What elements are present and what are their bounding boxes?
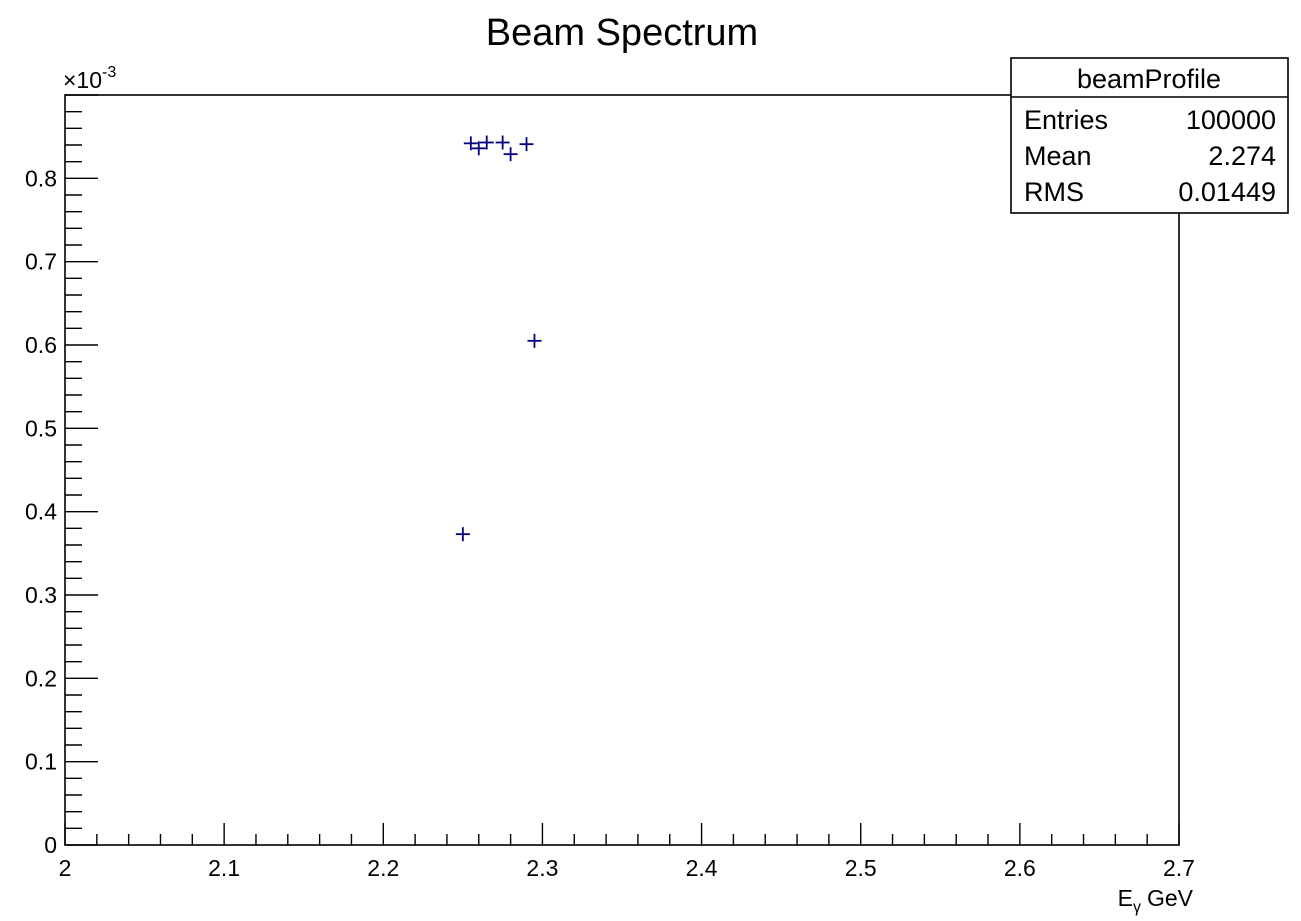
x-axis-label-subscript: γ — [1133, 899, 1141, 916]
data-point — [527, 333, 542, 348]
x-tick-label: 2.3 — [526, 855, 558, 881]
y-exponent-base: ×10 — [63, 67, 102, 93]
y-tick-label: 0.4 — [25, 499, 57, 525]
stats-entries-value: 100000 — [1186, 105, 1276, 135]
data-point — [479, 135, 494, 150]
data-point — [495, 135, 510, 150]
data-point — [455, 527, 470, 542]
x-tick-label: 2.2 — [367, 855, 399, 881]
y-exponent-power: -3 — [102, 64, 116, 81]
stats-rms-label: RMS — [1024, 177, 1084, 207]
y-tick-label: 0.2 — [25, 665, 57, 691]
data-point — [463, 136, 478, 151]
data-point — [471, 141, 486, 156]
x-tick-label: 2.5 — [845, 855, 877, 881]
y-exponent-label: ×10-3 — [63, 64, 116, 93]
x-tick-label: 2.4 — [686, 855, 718, 881]
x-tick-label: 2.7 — [1163, 855, 1195, 881]
x-tick-label: 2.6 — [1004, 855, 1036, 881]
y-tick-label: 0 — [44, 832, 57, 858]
data-point — [503, 147, 518, 162]
stats-mean-value: 2.274 — [1208, 141, 1276, 171]
y-tick-label: 0.3 — [25, 582, 57, 608]
data-point — [519, 137, 534, 152]
stats-mean-label: Mean — [1024, 141, 1092, 171]
stats-box-title: beamProfile — [1077, 64, 1221, 94]
plot-frame — [64, 94, 1180, 846]
y-tick-label: 0.8 — [25, 165, 57, 191]
stats-entries-label: Entries — [1024, 105, 1108, 135]
x-axis-label-unit: GeV — [1147, 885, 1194, 911]
axes-group: 2 2.1 2.2 2.3 2.4 2.5 2.6 2.7 0 0.1 0.2 0.3 0.4 0.5 0.… — [25, 94, 1195, 881]
data-markers — [455, 135, 542, 542]
y-tick-label: 0.7 — [25, 249, 57, 275]
stats-box-frame — [1010, 57, 1289, 214]
y-tick-label: 0.1 — [25, 749, 57, 775]
stats-box: beamProfile Entries 100000 Mean 2.274 RM… — [1010, 57, 1289, 214]
y-tick-label: 0.6 — [25, 332, 57, 358]
chart-title: Beam Spectrum — [486, 12, 758, 54]
x-axis-label-main: E — [1118, 885, 1133, 911]
x-tick-label: 2.1 — [208, 855, 240, 881]
stats-rms-value: 0.01449 — [1178, 177, 1276, 207]
x-tick-label: 2 — [59, 855, 72, 881]
x-axis-label: Eγ GeV — [1118, 885, 1194, 916]
y-tick-label: 0.5 — [25, 415, 57, 441]
